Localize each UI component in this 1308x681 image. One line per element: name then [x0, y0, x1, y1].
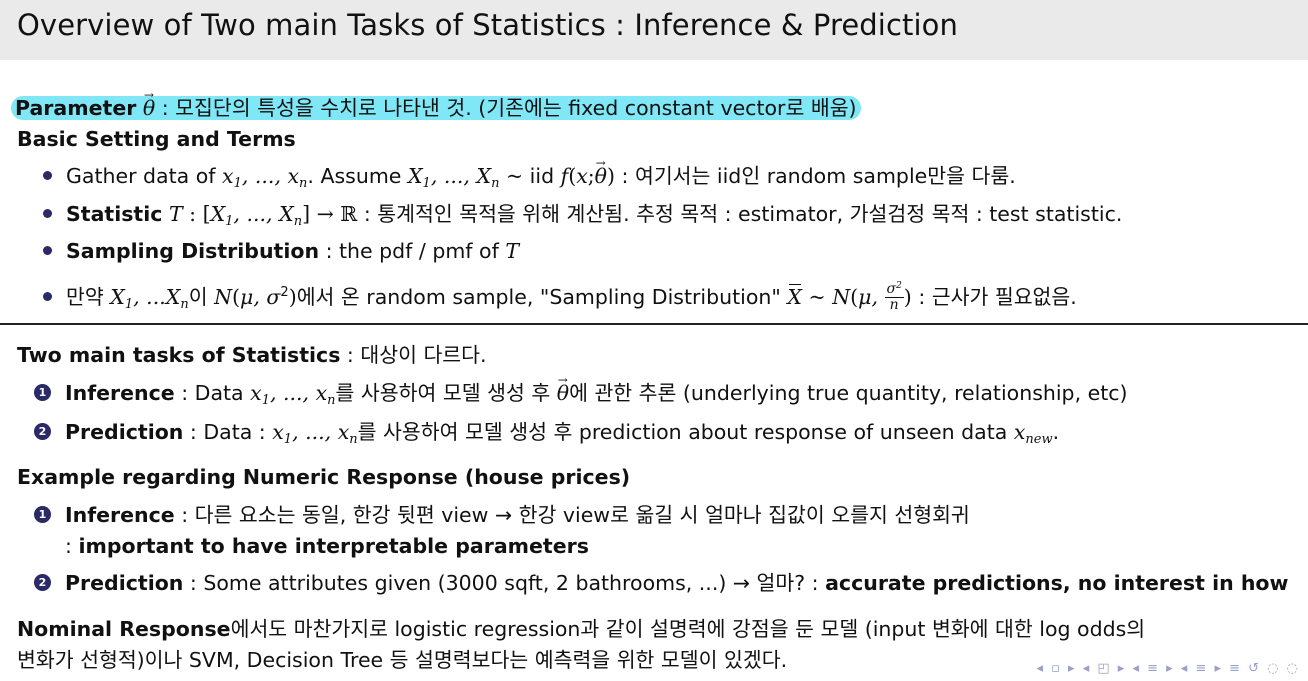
number-1-icon: 1: [34, 383, 51, 401]
parameter-label: Parameter: [15, 96, 137, 120]
page-title: Overview of Two main Tasks of Statistics…: [17, 8, 958, 42]
tasks-item-prediction: 2 Prediction : Data : x1, ..., xn를 사용하여 모…: [34, 418, 1059, 454]
basic-bullet-4: 만약 X1, ...Xn이 N(μ, σ2)에서 온 random sample…: [43, 279, 1077, 319]
parameter-line: Parameter θ : 모집단의 특성을 수치로 나타낸 것. (기존에는 …: [11, 81, 861, 122]
math-X-seq: X1, ..., Xn: [407, 164, 500, 191]
bullet-icon: [43, 170, 52, 180]
bullet-icon: [43, 291, 52, 301]
basic-bullet-3: Sampling Distribution : the pdf / pmf of…: [43, 237, 519, 265]
tasks-item-inference: 1 Inference : Data x1, ..., xn를 사용하여 모델 생…: [34, 366, 1128, 415]
basic-bullet-2: Statistic T : [X1, ..., Xn] → ℝ : 통계적인 목…: [43, 200, 1122, 236]
theta-symbol: θ: [143, 81, 155, 122]
basic-heading: Basic Setting and Terms: [17, 127, 296, 151]
title-bar: Overview of Two main Tasks of Statistics…: [0, 0, 1308, 60]
example-item-inference: 1 Inference : 다른 요소는 동일, 한강 뒷편 view → 한강 …: [34, 501, 970, 529]
math-density: f: [560, 164, 569, 188]
bullet-icon: [43, 208, 52, 218]
number-1-icon: 1: [34, 505, 51, 523]
beamer-navigation-icons[interactable]: ◂ ▫ ▸ ◂ ◰ ▸ ◂ ≡ ▸ ◂ ≡ ▸ ≡ ↺ ◌ ◌: [1036, 661, 1300, 676]
section-divider: [0, 323, 1308, 325]
parameter-highlight: Parameter θ : 모집단의 특성을 수치로 나타낸 것. (기존에는 …: [11, 81, 861, 122]
number-2-icon: 2: [34, 573, 51, 591]
math-x-seq: x1, ..., xn: [222, 164, 308, 191]
nominal-line-2: 변화가 선형적)이나 SVM, Decision Tree 등 설명력보다는 예…: [17, 648, 788, 672]
example-heading: Example regarding Numeric Response (hous…: [17, 465, 631, 489]
parameter-text: : 모집단의 특성을 수치로 나타낸 것. (기존에는 fixed consta…: [155, 96, 857, 120]
example-inference-note: : important to have interpretable parame…: [65, 534, 589, 558]
example-item-prediction: 2 Prediction : Some attributes given (300…: [34, 569, 1288, 597]
bullet-icon: [43, 245, 52, 255]
number-2-icon: 2: [34, 422, 51, 440]
nominal-line-1: Nominal Response에서도 마찬가지로 logistic regre…: [17, 617, 1146, 641]
tasks-heading: Two main tasks of Statistics : 대상이 다르다.: [17, 343, 487, 367]
basic-bullet-1: Gather data of x1, ..., xn. Assume X1, .…: [43, 149, 1016, 198]
